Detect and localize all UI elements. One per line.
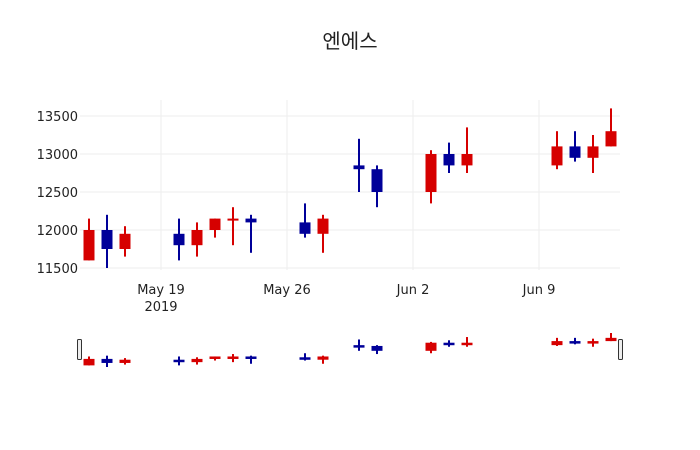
mini-candle — [461, 337, 473, 347]
x-tick-year-label: 2019 — [144, 300, 177, 315]
candle-decreasing[interactable] — [101, 214, 113, 268]
y-gridlines — [80, 115, 620, 269]
x-tick-label: Jun 9 — [522, 283, 556, 298]
y-tick-label: 13000 — [37, 148, 78, 163]
candle-decreasing[interactable] — [173, 218, 185, 261]
mini-candle — [353, 339, 365, 351]
mini-candle — [425, 341, 437, 354]
candle-increasing[interactable] — [317, 214, 329, 253]
mini-candle — [83, 356, 95, 366]
mini-candle — [551, 337, 563, 346]
y-tick-label: 13500 — [37, 110, 78, 125]
range-slider-candles — [83, 333, 617, 367]
mini-candle — [317, 355, 329, 364]
x-tick-label: Jun 2 — [396, 283, 430, 298]
y-tick-label: 11500 — [37, 262, 78, 277]
mini-candle — [191, 357, 203, 365]
mini-candle — [371, 345, 383, 355]
candle-increasing[interactable] — [119, 226, 131, 257]
range-slider[interactable] — [77, 330, 623, 372]
candle-decreasing[interactable] — [569, 131, 581, 162]
x-tick-label: May 19 — [137, 283, 185, 298]
candle-increasing[interactable] — [227, 207, 239, 246]
candle-decreasing[interactable] — [371, 165, 383, 208]
candle-increasing[interactable] — [425, 150, 437, 204]
candle-increasing[interactable] — [461, 127, 473, 173]
range-slider-right-handle[interactable] — [618, 339, 623, 360]
candle-decreasing[interactable] — [353, 138, 365, 192]
candle-decreasing[interactable] — [299, 203, 311, 238]
mini-candle — [587, 338, 599, 347]
y-tick-label: 12500 — [37, 186, 78, 201]
candle-increasing[interactable] — [551, 131, 563, 170]
candle-increasing[interactable] — [587, 135, 599, 173]
y-axis-ticks: 11500 12000 12500 13000 13500 — [37, 110, 78, 277]
candle-increasing[interactable] — [605, 108, 617, 147]
candles-main[interactable] — [83, 108, 617, 268]
y-tick-label: 12000 — [37, 224, 78, 239]
range-slider-track[interactable] — [80, 330, 620, 372]
chart-title: 엔에스 — [322, 29, 377, 53]
mini-candle — [605, 333, 617, 342]
mini-candle — [101, 355, 113, 367]
candle-increasing[interactable] — [83, 218, 95, 261]
x-tick-label: May 26 — [263, 283, 311, 298]
candle-increasing[interactable] — [209, 218, 221, 238]
mini-candle — [173, 356, 185, 366]
mini-candle — [119, 358, 131, 365]
candle-decreasing[interactable] — [443, 142, 455, 173]
mini-candle — [209, 356, 221, 361]
mini-candle — [443, 340, 455, 347]
mini-candle — [569, 337, 581, 345]
x-gridlines — [160, 100, 540, 270]
x-axis-ticks: May 19 2019 May 26 Jun 2 Jun 9 — [137, 283, 555, 315]
candle-decreasing[interactable] — [245, 214, 257, 253]
mini-candle — [245, 355, 257, 364]
range-slider-left-handle[interactable] — [77, 339, 82, 360]
mini-candle — [299, 353, 311, 361]
mini-candle — [227, 354, 239, 363]
candle-increasing[interactable] — [191, 222, 203, 257]
